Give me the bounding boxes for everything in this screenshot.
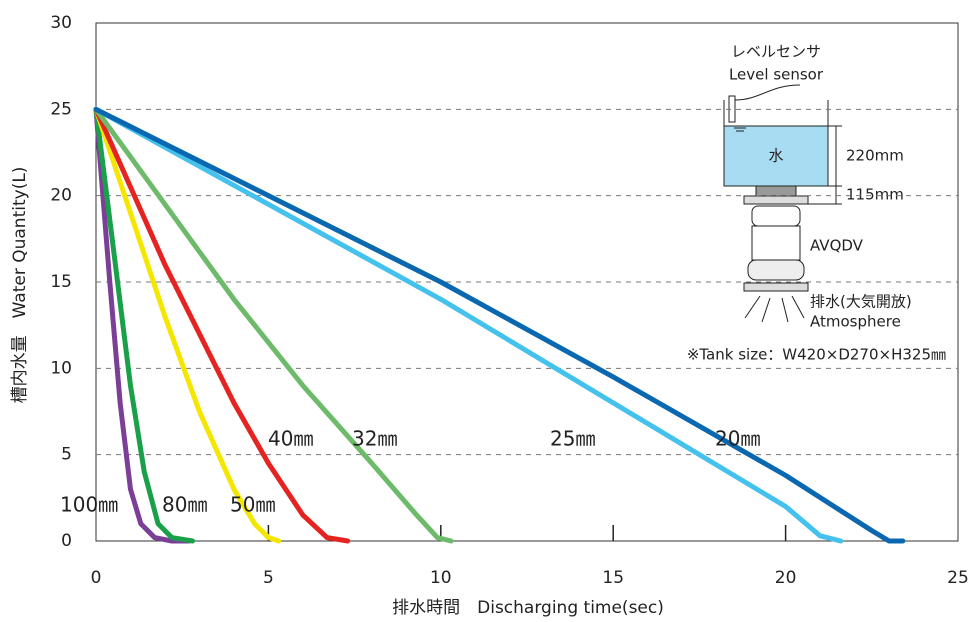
y-axis-label: 槽内水量 Water Quantity(L) <box>10 167 30 404</box>
y-tick-label: 0 <box>61 531 72 551</box>
data-line <box>93 106 454 544</box>
annotation: AVQDV <box>810 237 864 255</box>
annotation: 排水(大気開放) <box>810 293 912 311</box>
y-tick-label: 25 <box>50 99 72 119</box>
annotation: 220mm <box>846 147 904 165</box>
data-line <box>93 106 844 544</box>
x-tick-label: 10 <box>430 568 452 588</box>
series-label: 80㎜ <box>162 493 207 517</box>
series-label: 20㎜ <box>715 427 760 451</box>
series-label: 50㎜ <box>230 493 275 517</box>
y-tick-label: 10 <box>50 358 72 378</box>
annotation: Level sensor <box>729 66 824 84</box>
y-tick-label: 30 <box>50 13 72 33</box>
series-label: 25㎜ <box>550 427 595 451</box>
x-tick-label: 5 <box>263 568 274 588</box>
x-axis-label: 排水時間 Discharging time(sec) <box>392 598 664 618</box>
data-line <box>93 106 282 544</box>
data-line <box>93 106 192 544</box>
y-tick-label: 20 <box>50 186 72 206</box>
annotation: 水 <box>768 147 783 165</box>
x-tick-label: 15 <box>602 568 624 588</box>
y-tick-label: 5 <box>61 445 72 465</box>
x-tick-label: 20 <box>775 568 797 588</box>
tank-diagram: レベルセンサ Level sensor 水 220mm 115mm AVQDV … <box>687 43 946 364</box>
annotation: Atmosphere <box>810 313 901 331</box>
annotation: 115mm <box>846 186 904 204</box>
series-label: 32㎜ <box>352 427 397 451</box>
series-label: 100㎜ <box>60 493 118 517</box>
annotation: レベルセンサ <box>731 43 821 61</box>
x-tick-label: 25 <box>947 568 969 588</box>
data-line <box>93 106 906 544</box>
y-tick-label: 15 <box>50 272 72 292</box>
x-tick-label: 0 <box>91 568 102 588</box>
data-line <box>93 106 351 544</box>
annotation: ※Tank size：W420×D270×H325㎜ <box>687 346 946 364</box>
series-label: 40㎜ <box>268 427 313 451</box>
data-line <box>93 106 196 544</box>
